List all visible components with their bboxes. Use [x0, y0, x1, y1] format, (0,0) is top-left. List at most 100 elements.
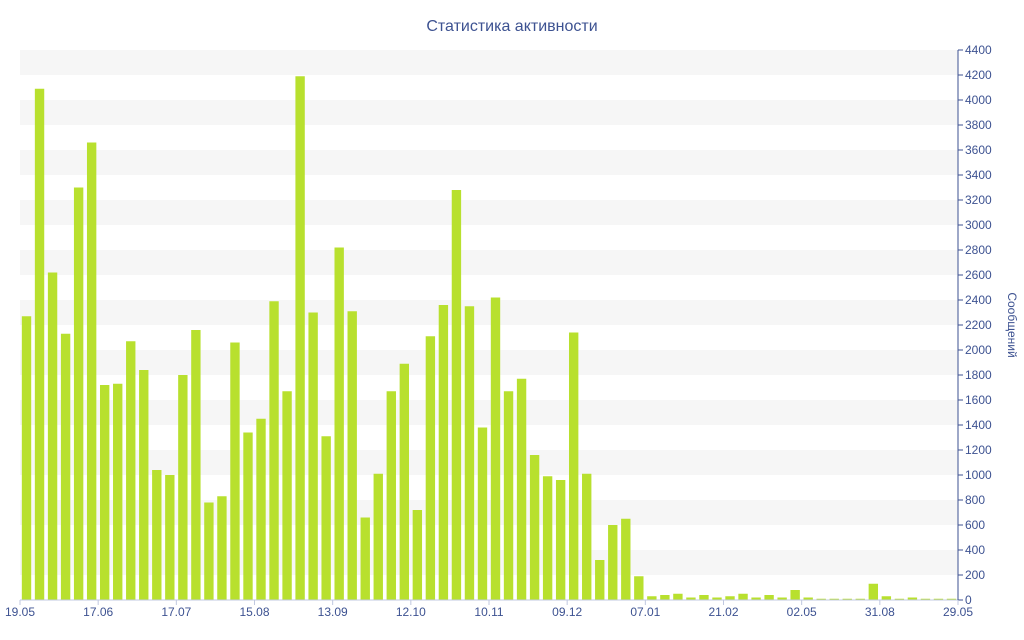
bar[interactable]	[516, 378, 527, 600]
bar[interactable]	[230, 342, 240, 601]
y-tick-label: 200	[965, 568, 985, 582]
bar[interactable]	[946, 598, 957, 600]
bar[interactable]	[113, 383, 123, 600]
bar[interactable]	[608, 525, 618, 600]
x-tick-label: 12.10	[396, 605, 426, 619]
bar[interactable]	[126, 341, 136, 600]
x-tick-label: 17.07	[161, 605, 191, 619]
bar[interactable]	[868, 583, 879, 600]
bar[interactable]	[191, 330, 201, 600]
bar[interactable]	[790, 590, 800, 600]
bar[interactable]	[86, 142, 97, 601]
bar[interactable]	[529, 455, 540, 600]
x-tick-label: 15.08	[239, 605, 269, 619]
bar[interactable]	[425, 336, 436, 600]
bar[interactable]	[803, 597, 813, 601]
y-tick-label: 1400	[965, 418, 992, 432]
bar[interactable]	[542, 476, 553, 600]
bar[interactable]	[269, 301, 279, 600]
bar[interactable]	[347, 311, 357, 600]
y-axis-ticks: 0 200 400 600 800 1000 1200 1400 1600 1800 2000 220…	[958, 43, 992, 607]
bar[interactable]	[217, 496, 227, 600]
bar[interactable]	[621, 518, 631, 600]
bar[interactable]	[373, 473, 383, 600]
bar[interactable]	[907, 597, 918, 601]
bar[interactable]	[738, 593, 748, 600]
grid-band	[20, 500, 958, 525]
y-tick-label: 400	[965, 543, 985, 557]
y-tick-label: 4000	[965, 93, 992, 107]
bar[interactable]	[464, 306, 475, 600]
bar[interactable]	[386, 391, 396, 600]
bar[interactable]	[699, 595, 709, 600]
y-tick-label: 4200	[965, 68, 992, 82]
bar[interactable]	[503, 391, 514, 600]
bar[interactable]	[139, 370, 149, 600]
y-tick-label: 600	[965, 518, 985, 532]
grid-band	[20, 350, 958, 375]
bar[interactable]	[855, 598, 865, 600]
bar[interactable]	[490, 297, 501, 601]
x-tick-label: 29.05	[943, 605, 973, 619]
bar[interactable]	[725, 596, 735, 600]
bar[interactable]	[451, 190, 462, 600]
bar[interactable]	[360, 517, 370, 601]
bar[interactable]	[777, 597, 787, 601]
grid-band	[20, 400, 958, 425]
bar[interactable]	[842, 598, 852, 600]
bar[interactable]	[634, 576, 644, 600]
bar[interactable]	[438, 305, 449, 600]
grid-band	[20, 150, 958, 175]
bar[interactable]	[647, 596, 657, 600]
bar[interactable]	[34, 88, 45, 600]
bar[interactable]	[243, 432, 253, 601]
bar[interactable]	[920, 598, 931, 600]
bar[interactable]	[165, 475, 175, 600]
grid-band	[20, 250, 958, 275]
bar[interactable]	[829, 598, 839, 600]
bar[interactable]	[60, 333, 71, 600]
bar[interactable]	[712, 597, 722, 601]
bar[interactable]	[582, 473, 592, 600]
bar[interactable]	[568, 332, 579, 601]
bar[interactable]	[321, 436, 331, 600]
chart-title: Статистика активности	[426, 18, 597, 35]
y-tick-label: 1800	[965, 368, 992, 382]
x-tick-label: 09.12	[552, 605, 582, 619]
bar[interactable]	[152, 470, 162, 600]
bar[interactable]	[399, 363, 410, 600]
bar[interactable]	[178, 375, 188, 600]
bar[interactable]	[99, 385, 110, 600]
x-tick-label: 19.05	[5, 605, 35, 619]
bar[interactable]	[295, 76, 305, 600]
bar[interactable]	[816, 598, 826, 600]
bar[interactable]	[47, 272, 58, 601]
grid-band	[20, 50, 958, 75]
bar[interactable]	[412, 510, 423, 600]
bar[interactable]	[673, 593, 683, 600]
bar[interactable]	[282, 391, 292, 600]
x-tick-label: 31.08	[865, 605, 895, 619]
bar[interactable]	[595, 560, 605, 600]
bar[interactable]	[256, 418, 266, 600]
y-tick-label: 3200	[965, 193, 992, 207]
bar[interactable]	[555, 480, 566, 600]
bar[interactable]	[881, 596, 892, 600]
y-tick-label: 2400	[965, 293, 992, 307]
bar[interactable]	[894, 598, 905, 600]
bar[interactable]	[308, 312, 318, 601]
y-tick-label: 2600	[965, 268, 992, 282]
bar[interactable]	[933, 598, 944, 600]
bar[interactable]	[477, 427, 488, 601]
bar[interactable]	[660, 595, 670, 600]
bar[interactable]	[21, 316, 32, 600]
bar[interactable]	[334, 247, 344, 601]
bar[interactable]	[751, 597, 761, 601]
bar[interactable]	[764, 595, 774, 600]
bar[interactable]	[73, 187, 84, 601]
bar[interactable]	[204, 502, 214, 601]
y-tick-label: 1000	[965, 468, 992, 482]
y-axis-label: Сообщений	[1005, 292, 1019, 357]
bar[interactable]	[686, 597, 696, 601]
